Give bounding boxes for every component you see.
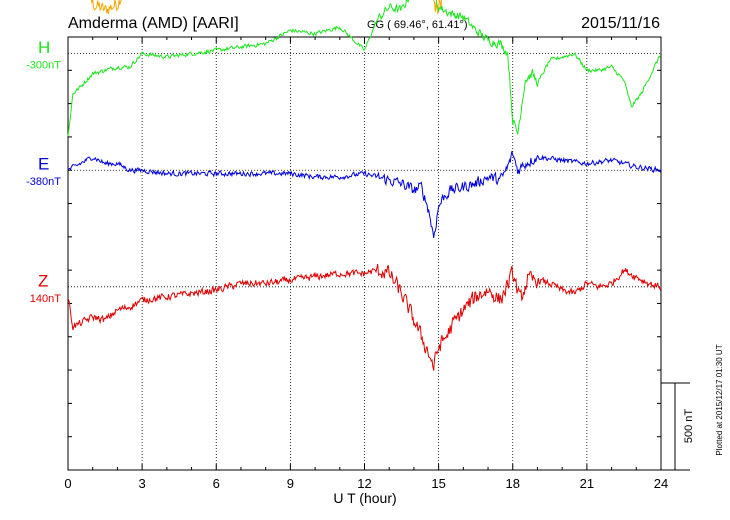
channel-name-z: Z — [38, 271, 48, 290]
x-tick-label: 15 — [431, 476, 445, 491]
series-line-e — [67, 151, 662, 238]
channel-name-e: E — [38, 155, 49, 174]
scale-bar: 500 nT — [661, 382, 695, 471]
series-line-h — [67, 0, 662, 137]
series-line-f — [90, 0, 443, 15]
series-group — [67, 0, 662, 371]
x-tick-label: 0 — [64, 476, 71, 491]
x-tick-label: 6 — [213, 476, 220, 491]
date-label: 2015/11/16 — [581, 15, 660, 32]
coordinates-label: GG ( 69.46°, 61.41°) — [367, 19, 468, 31]
x-tick-label: 3 — [139, 476, 146, 491]
channel-baseline-z: 140nT — [30, 293, 61, 305]
axis-ticks — [67, 36, 662, 471]
channel-baseline-h: -300nT — [26, 60, 61, 72]
x-tick-label: 24 — [654, 476, 668, 491]
channel-name-h: H — [38, 38, 50, 57]
station-title: Amderma (AMD) [AARI] — [68, 15, 239, 32]
scale-bar-label: 500 nT — [683, 409, 695, 444]
x-tick-label: 12 — [357, 476, 371, 491]
plotted-at-note: Plotted at 2015/12/17 01:30 UT — [715, 344, 724, 455]
x-tick-labels: 0 3 6 9 12 15 18 21 24 — [64, 476, 668, 491]
x-tick-label: 21 — [580, 476, 594, 491]
x-tick-label: 9 — [287, 476, 294, 491]
channel-baseline-e: -380nT — [26, 176, 61, 188]
x-axis-title: U T (hour) — [333, 490, 396, 506]
grid — [68, 37, 661, 470]
x-tick-label: 18 — [506, 476, 520, 491]
series-line-z — [67, 263, 662, 371]
